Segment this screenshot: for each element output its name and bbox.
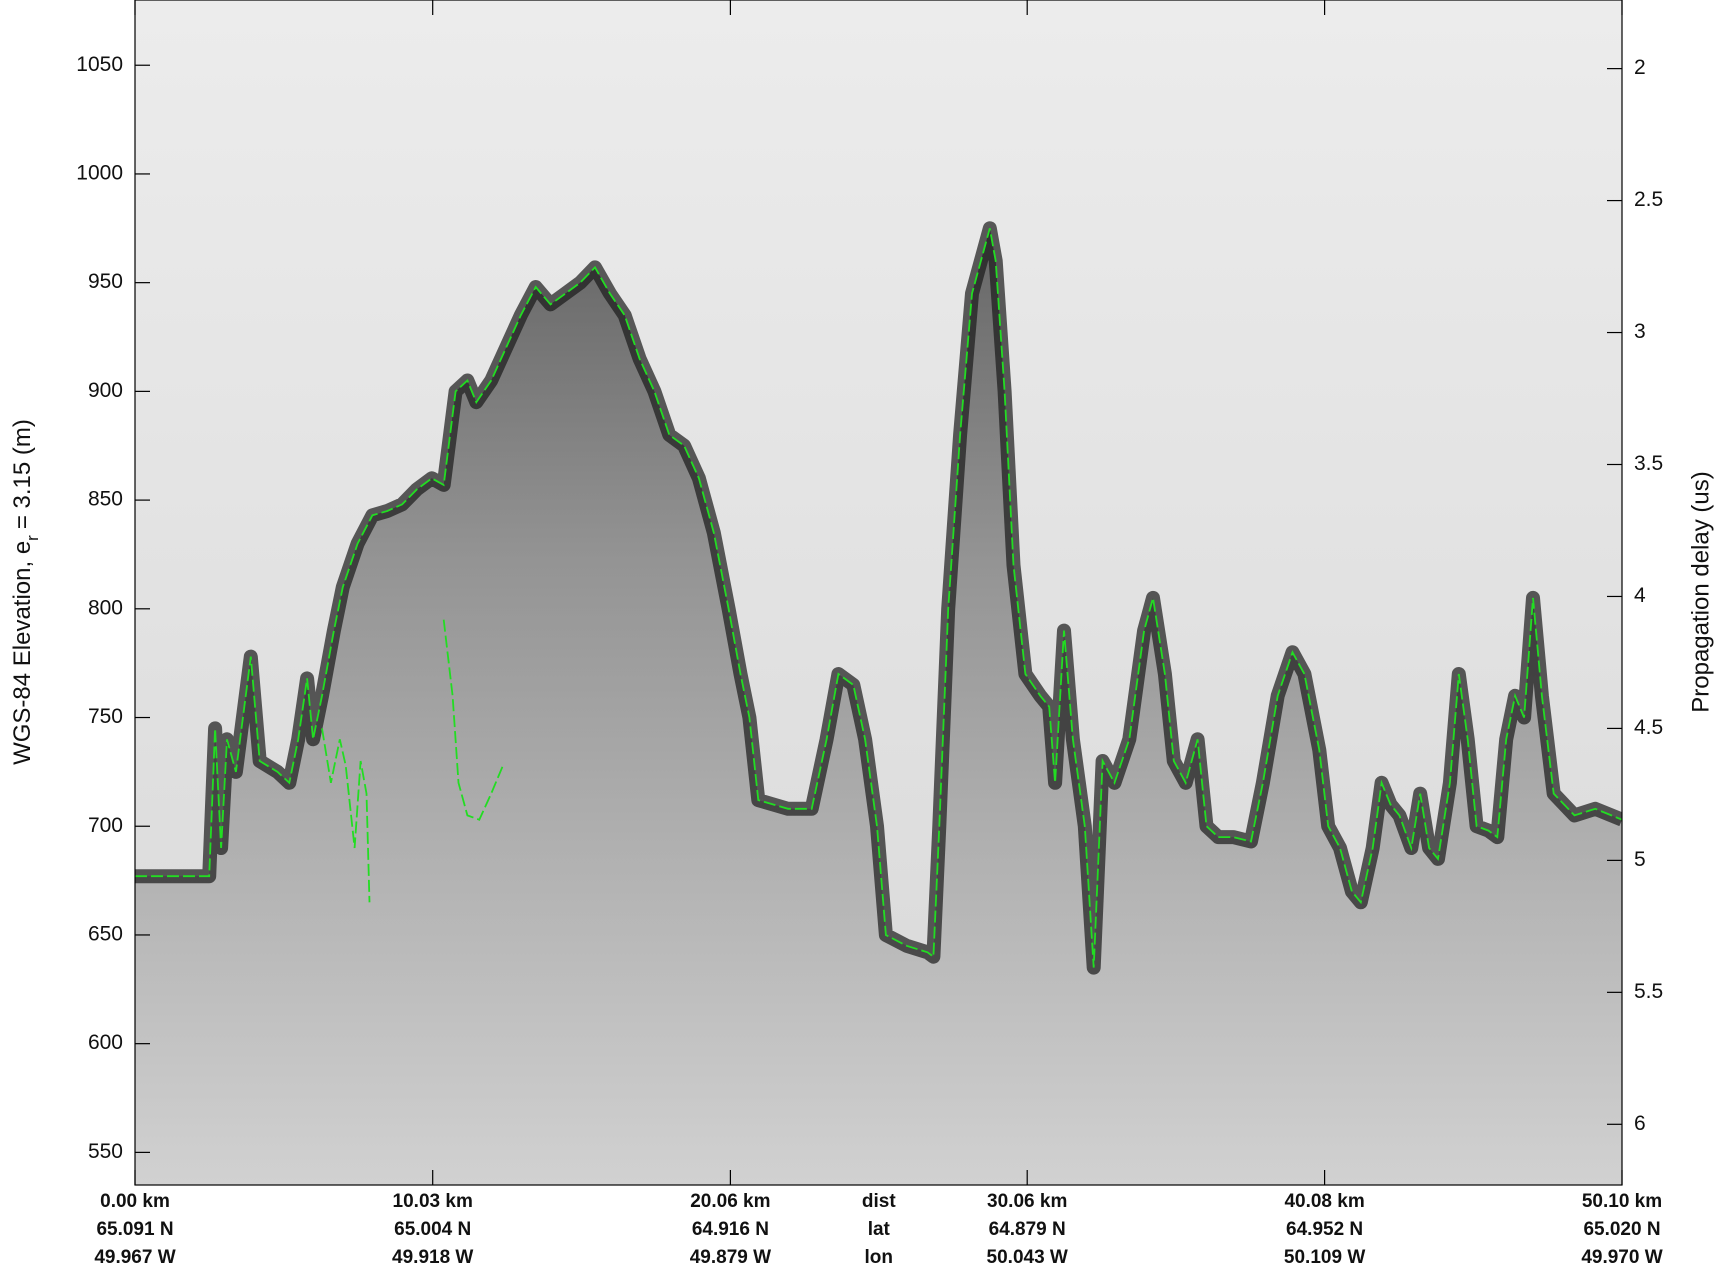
- y-tick-label: 650: [88, 923, 123, 946]
- y2-axis-label: Propagation delay (us): [1687, 471, 1714, 712]
- y2-tick-label: 2: [1634, 56, 1646, 79]
- x-tick-label: 20.06 km: [690, 1191, 770, 1212]
- y2-tick-label: 4.5: [1634, 716, 1663, 739]
- y-tick-label: 900: [88, 379, 123, 402]
- y-tick-label: 600: [88, 1031, 123, 1054]
- y2-tick-label: 3.5: [1634, 452, 1663, 475]
- y2-tick-label: 6: [1634, 1112, 1646, 1135]
- y-axis-label: WGS-84 Elevation, er = 3.15 (m): [9, 419, 42, 765]
- row-label: lat: [868, 1219, 891, 1240]
- x-tick-lat: 64.879 N: [989, 1219, 1066, 1240]
- y2-tick-label: 2.5: [1634, 188, 1663, 211]
- surface-pick-line: [135, 228, 1622, 968]
- y-tick-label: 800: [88, 596, 123, 619]
- y2-tick-label: 3: [1634, 320, 1646, 343]
- x-tick-lon: 49.879 W: [690, 1247, 771, 1268]
- y-tick-label: 850: [88, 488, 123, 511]
- plot-frame: [134, 0, 1623, 1186]
- x-tick-lat: 65.020 N: [1583, 1219, 1660, 1240]
- y-tick-label: 1050: [76, 53, 123, 76]
- surface-pick-line: [321, 728, 371, 903]
- x-tick-lat: 64.952 N: [1286, 1219, 1363, 1240]
- x-tick-lat: 65.091 N: [96, 1219, 173, 1240]
- y-axis-label-subscript: r: [23, 535, 42, 541]
- row-label: dist: [862, 1191, 896, 1212]
- x-tick-label: 50.10 km: [1582, 1191, 1662, 1212]
- echo-shading: [135, 228, 1622, 1185]
- y2-tick-label: 5: [1634, 848, 1646, 871]
- y2-tick-label: 4: [1634, 584, 1646, 607]
- x-tick-label: 40.08 km: [1284, 1191, 1364, 1212]
- y-tick-label: 750: [88, 705, 123, 728]
- x-tick-lon: 49.918 W: [392, 1247, 473, 1268]
- y-tick-label: 700: [88, 814, 123, 837]
- x-tick-lon: 49.967 W: [94, 1247, 175, 1268]
- y-tick-label: 1000: [76, 161, 123, 184]
- x-tick-label: 30.06 km: [987, 1191, 1067, 1212]
- surface-pick-line: [442, 619, 504, 821]
- x-tick-lat: 64.916 N: [692, 1219, 769, 1240]
- y-tick-label: 550: [88, 1140, 123, 1163]
- x-tick-lon: 50.109 W: [1284, 1247, 1365, 1268]
- row-label: lon: [865, 1247, 894, 1268]
- y2-tick-label: 5.5: [1634, 980, 1663, 1003]
- y-axis-label-text: WGS-84 Elevation, e: [9, 541, 36, 765]
- y-axis-label-rest: = 3.15 (m): [9, 419, 36, 529]
- x-tick-lat: 65.004 N: [394, 1219, 471, 1240]
- x-tick-lon: 49.970 W: [1581, 1247, 1662, 1268]
- y-tick-label: 950: [88, 270, 123, 293]
- x-tick-lon: 50.043 W: [987, 1247, 1068, 1268]
- x-tick-label: 0.00 km: [100, 1191, 170, 1212]
- x-tick-label: 10.03 km: [393, 1191, 473, 1212]
